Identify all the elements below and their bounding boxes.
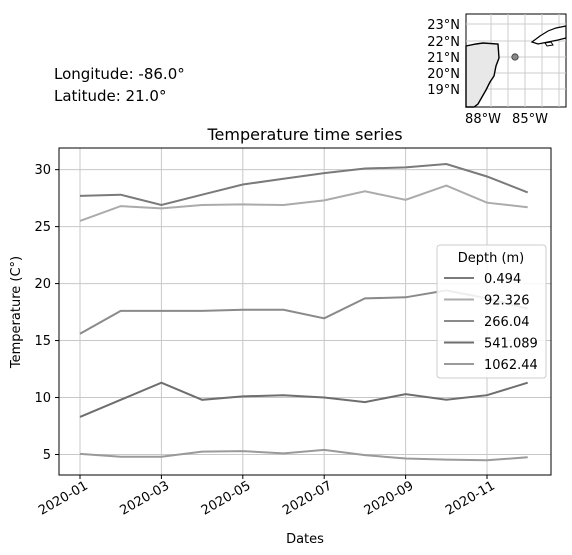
latitude-label: Latitude: 21.0° (54, 87, 167, 105)
plot-frame (58, 147, 552, 476)
x-tick-label: 2020-01 (36, 478, 91, 518)
x-tick-label: 2020-11 (443, 478, 498, 518)
y-ticks: 5 10 15 20 25 30 (34, 163, 59, 463)
series-line (79, 448, 528, 462)
legend-entry: 0.494 (484, 272, 521, 287)
y-tick-label: 5 (43, 448, 51, 463)
inset-lat-label: 21°N (427, 51, 460, 66)
inset-lon-label: 85°W (512, 112, 548, 127)
x-axis-label: Dates (286, 532, 324, 547)
inset-lat-label: 19°N (427, 83, 460, 98)
series-line (79, 162, 529, 207)
x-tick-label: 2020-05 (199, 478, 254, 518)
chart-title: Temperature time series (206, 125, 402, 144)
x-tick-label: 2020-07 (280, 478, 335, 518)
inset-lon-label: 88°W (465, 112, 501, 127)
y-tick-label: 10 (34, 391, 51, 406)
legend-entry: 1062.44 (484, 358, 538, 373)
inset-lat-label: 23°N (427, 18, 460, 33)
x-tick-label: 2020-03 (118, 478, 173, 518)
legend-entry: 266.04 (484, 315, 530, 330)
land-isle (544, 41, 554, 47)
series-line (79, 381, 528, 418)
legend: Depth (m) 0.494 92.326 266.04 541.089 1062.4… (436, 244, 547, 379)
x-ticks: 2020-01 2020-03 2020-05 2020-07 2020-09 2020-… (36, 475, 498, 519)
land-cuba (530, 25, 567, 45)
inset-lat-label: 22°N (427, 35, 460, 50)
series-line (79, 184, 528, 222)
legend-title: Depth (m) (458, 251, 525, 266)
y-tick-label: 30 (34, 163, 51, 178)
x-tick-label: 2020-09 (362, 478, 417, 518)
legend-entry: 92.326 (484, 294, 530, 309)
longitude-label: Longitude: -86.0° (54, 65, 185, 83)
y-tick-label: 25 (34, 220, 51, 235)
land-yucatan (465, 42, 500, 108)
y-tick-label: 15 (34, 334, 51, 349)
y-axis-label: Temperature (C°) (9, 256, 24, 369)
location-marker (511, 53, 519, 61)
y-tick-label: 20 (34, 277, 51, 292)
inset-lat-label: 20°N (427, 67, 460, 82)
inset-map: 23°N 22°N 21°N 20°N 19°N 88°W 85°W (427, 13, 567, 127)
legend-entry: 541.089 (484, 337, 538, 352)
